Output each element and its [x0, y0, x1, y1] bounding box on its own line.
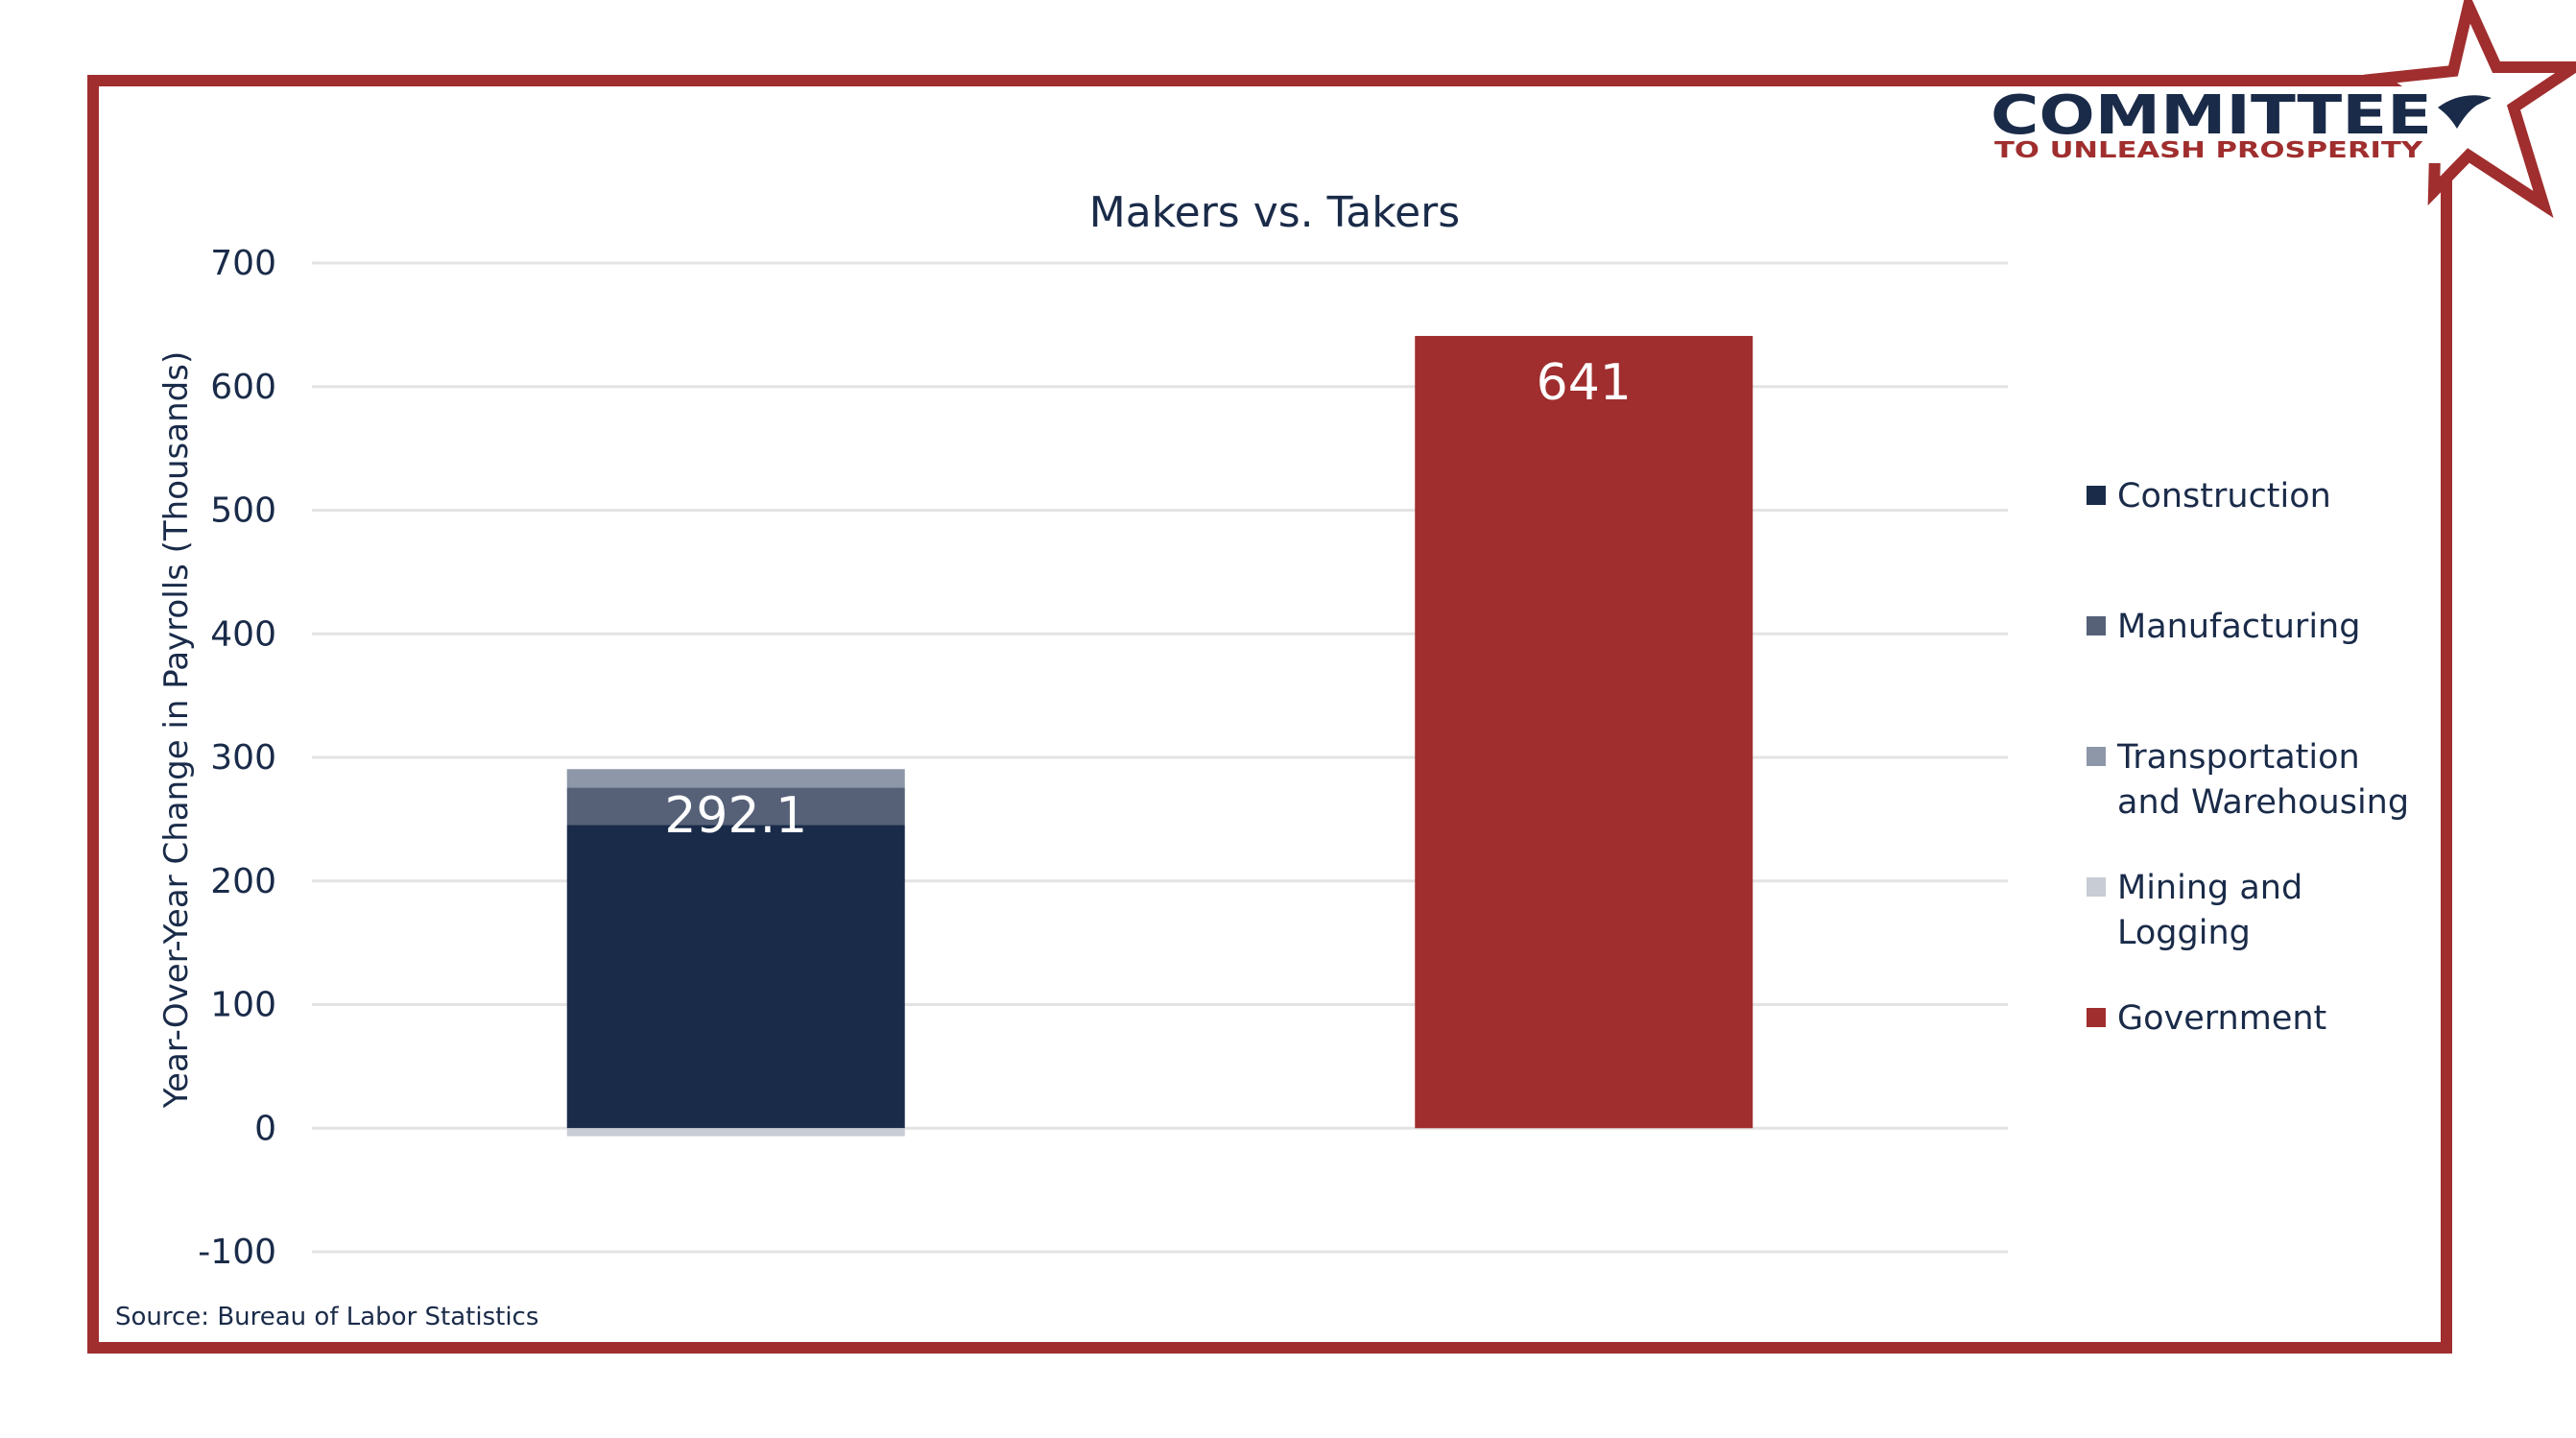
legend: Construction Manufacturing Transportation a…	[2087, 477, 2409, 1038]
bar-segment-mining-and-logging	[566, 1128, 905, 1137]
bars	[566, 335, 1753, 1137]
legend-swatch	[2087, 747, 2106, 766]
legend-swatch	[2087, 486, 2106, 505]
bar-segment-manufacturing	[566, 787, 905, 826]
bar-segment-construction	[566, 825, 905, 1129]
y-axis-title: Year-Over-Year Change in Payrolls (Thous…	[157, 351, 196, 1109]
legend-item: Manufacturing	[2087, 608, 2360, 646]
legend-swatch	[2087, 1008, 2106, 1027]
legend-item: Government	[2087, 999, 2326, 1038]
bar-segment-transportation-and-warehousing	[566, 769, 905, 788]
chart-title: Makers vs. Takers	[1089, 188, 1460, 237]
legend-label: Mining and	[2117, 869, 2302, 907]
frame-border	[87, 75, 2452, 1354]
legend-label: Transportation	[2116, 738, 2360, 777]
y-tick-label: 700	[210, 244, 276, 283]
y-tick-label: 500	[210, 491, 276, 531]
legend-item: Mining and Logging	[2087, 869, 2302, 952]
bar-total-label: 641	[1537, 354, 1632, 412]
legend-item: Transportation and Warehousing	[2087, 738, 2409, 822]
logo-tagline: TO UNLEASH PROSPERITY	[1994, 138, 2422, 163]
data-labels: 292.1 641	[664, 354, 1632, 845]
legend-label: and Warehousing	[2117, 783, 2409, 822]
y-axis-ticks: -100 0 100 200 300 400 500 600 700	[198, 244, 276, 1272]
legend-label: Logging	[2117, 914, 2251, 952]
bar-segment-government	[1415, 335, 1753, 1129]
y-tick-label: 600	[210, 368, 276, 407]
y-tick-label: 300	[210, 738, 276, 778]
legend-swatch	[2087, 616, 2106, 635]
eagle-icon	[2438, 95, 2492, 129]
legend-label: Construction	[2117, 477, 2331, 515]
y-tick-label: 100	[210, 986, 276, 1025]
legend-item: Construction	[2087, 477, 2331, 515]
source-note: Source: Bureau of Labor Statistics	[115, 1303, 538, 1331]
legend-label: Government	[2117, 999, 2326, 1038]
y-tick-label: 200	[210, 862, 276, 901]
y-tick-label: -100	[198, 1233, 276, 1272]
logo-name: COMMITTEE	[1991, 84, 2432, 147]
bar-total-label: 292.1	[664, 787, 807, 845]
y-tick-label: 400	[210, 614, 276, 654]
logo: COMMITTEE TO UNLEASH PROSPERITY	[1991, 0, 2576, 219]
legend-label: Manufacturing	[2117, 608, 2360, 646]
legend-swatch	[2087, 877, 2106, 897]
gridlines	[312, 261, 2008, 1254]
y-tick-label: 0	[254, 1109, 276, 1148]
